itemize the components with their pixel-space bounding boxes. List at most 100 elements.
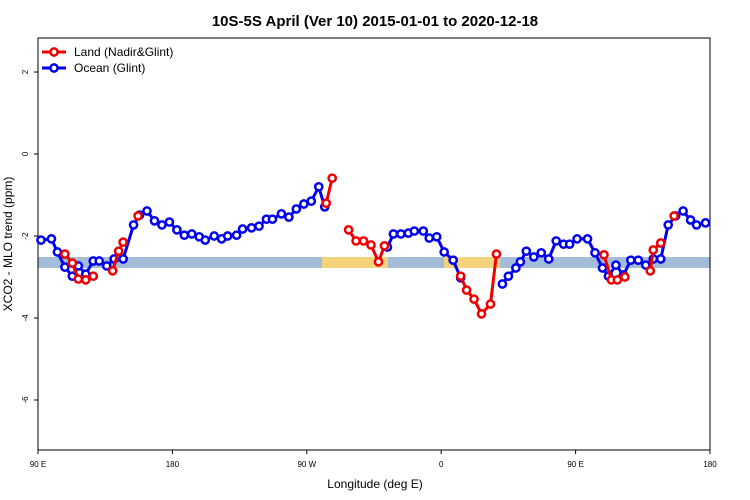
plot-frame: [37, 37, 711, 451]
data-point: [88, 271, 99, 282]
y-tick-label: -2: [21, 232, 30, 240]
data-point: [267, 214, 278, 225]
data-point: [497, 279, 508, 289]
data-point: [94, 256, 105, 266]
data-point: [379, 240, 390, 251]
data-point: [528, 252, 539, 262]
data-point: [572, 234, 582, 244]
data-point: [599, 250, 609, 260]
data-point: [351, 236, 361, 246]
data-point: [536, 247, 547, 258]
data-point: [418, 226, 429, 236]
data-point: [424, 233, 435, 243]
data-point: [113, 246, 124, 257]
data-point: [157, 220, 167, 230]
data-point: [491, 249, 502, 259]
data-point: [358, 236, 369, 246]
data-point: [246, 222, 257, 233]
data-point: [36, 235, 46, 245]
data-point: [172, 225, 182, 235]
data-point: [231, 230, 242, 241]
data-point: [222, 231, 233, 241]
data-point: [485, 299, 496, 309]
data-point: [669, 211, 680, 221]
data-point: [663, 220, 674, 230]
data-point: [284, 212, 294, 222]
data-point: [620, 272, 630, 282]
data-point: [46, 234, 57, 244]
x-tick-label: 90 E: [30, 460, 46, 469]
data-point: [461, 285, 472, 295]
data-point: [543, 254, 554, 264]
data-point: [128, 220, 139, 230]
data-point: [431, 231, 442, 242]
data-point: [409, 226, 420, 236]
data-point: [60, 249, 70, 259]
x-tick-label: 180: [703, 460, 717, 469]
data-point: [678, 206, 688, 216]
data-point: [655, 254, 666, 264]
legend-label: Ocean (Glint): [74, 61, 145, 75]
data-point: [700, 218, 711, 228]
data-point: [52, 247, 63, 257]
band-land: [322, 257, 388, 268]
data-point: [118, 237, 128, 248]
y-tick-label: -4: [21, 314, 30, 322]
band-land: [444, 257, 500, 268]
data-point: [633, 255, 644, 266]
data-point: [306, 196, 317, 207]
data-point: [511, 263, 521, 273]
x-tick-label: 180: [166, 460, 180, 469]
data-point: [107, 266, 118, 276]
data-point: [276, 209, 287, 219]
data-point: [590, 247, 600, 258]
data-point: [133, 211, 143, 221]
data-point: [612, 275, 623, 285]
legend-marker: [49, 63, 59, 73]
data-point: [685, 215, 696, 225]
data-point: [343, 225, 354, 235]
data-point: [209, 231, 220, 241]
data-point: [60, 262, 70, 273]
data-point: [396, 229, 406, 239]
data-point: [366, 240, 376, 250]
data-point: [564, 239, 575, 250]
data-point: [80, 275, 91, 285]
data-point: [118, 254, 128, 264]
data-point: [551, 236, 562, 246]
data-point: [503, 271, 514, 282]
legend-label: Land (Nadir&Glint): [74, 45, 173, 59]
data-point: [648, 245, 659, 255]
data-point: [597, 263, 608, 273]
data-point: [455, 271, 466, 282]
data-point: [237, 224, 248, 234]
legend-marker: [49, 47, 59, 57]
x-axis-label: Longitude (deg E): [327, 477, 422, 491]
data-point: [142, 206, 152, 216]
data-point: [691, 220, 702, 230]
data-point: [200, 235, 211, 245]
y-axis-label: XCO2 - MLO trend (ppm): [1, 177, 15, 312]
data-point: [254, 221, 264, 232]
data-point: [327, 173, 338, 184]
x-tick-label: 90 W: [297, 460, 316, 469]
x-tick-label: 90 E: [567, 460, 583, 469]
y-tick-label: 0: [21, 151, 30, 156]
data-point: [469, 294, 479, 304]
data-point: [476, 309, 487, 319]
y-tick-label: 2: [21, 69, 30, 74]
data-point: [298, 199, 309, 209]
data-point: [373, 256, 384, 267]
data-point: [645, 266, 656, 276]
data-point: [67, 258, 78, 268]
data-point: [521, 246, 532, 257]
data-point: [611, 260, 621, 270]
data-point: [179, 230, 190, 241]
data-point: [439, 247, 450, 257]
data-point: [515, 256, 526, 267]
data-point: [73, 274, 84, 284]
data-point: [149, 215, 160, 226]
data-point: [101, 261, 112, 271]
data-point: [164, 217, 175, 227]
